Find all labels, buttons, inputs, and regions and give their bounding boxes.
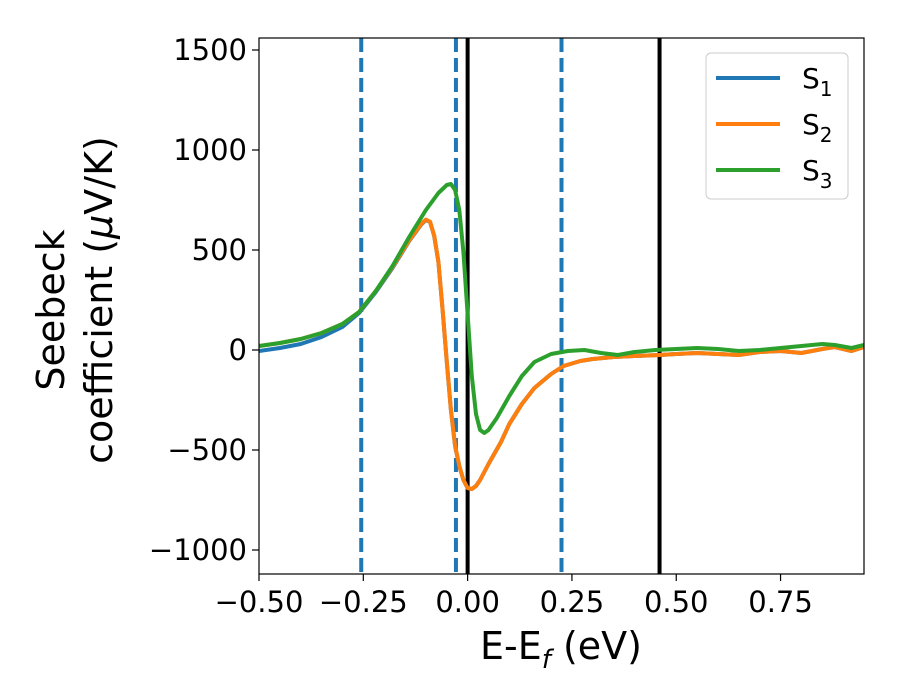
x-tick-label: 0.25 bbox=[540, 585, 605, 619]
plot-frame bbox=[258, 37, 865, 575]
y-tick-label: −1000 bbox=[149, 533, 247, 567]
y-axis-label-line1: Seebeck bbox=[29, 229, 73, 390]
x-tick-label: 0.75 bbox=[748, 585, 813, 619]
x-tick-label: −0.25 bbox=[319, 585, 408, 619]
legend: S1 S2 S3 bbox=[705, 52, 849, 200]
series-line-s3 bbox=[259, 182, 864, 435]
y-axis-label-line2: coefficient (μV/K) bbox=[77, 136, 121, 464]
y-tick-label: −500 bbox=[167, 433, 247, 467]
legend-label-s1: S1 bbox=[802, 62, 833, 101]
x-axis-label: E-Ef (eV) bbox=[480, 624, 642, 675]
y-axis-ticks: −1000 −500 0 500 1000 1500 bbox=[149, 33, 259, 567]
x-tick-label: 0.00 bbox=[435, 585, 500, 619]
y-axis-label: Seebeck coefficient (μV/K) bbox=[29, 136, 121, 464]
legend-label-s3: S3 bbox=[802, 154, 833, 193]
legend-label-s2: S2 bbox=[802, 108, 833, 147]
y-tick-label: 1000 bbox=[173, 133, 247, 167]
y-tick-label: 1500 bbox=[173, 33, 247, 67]
y-tick-label: 500 bbox=[192, 233, 247, 267]
x-tick-label: −0.50 bbox=[215, 585, 304, 619]
series-lines bbox=[259, 182, 864, 491]
y-tick-label: 0 bbox=[229, 333, 247, 367]
x-tick-label: 0.50 bbox=[644, 585, 709, 619]
x-axis-ticks: −0.50 −0.25 0.00 0.25 0.50 0.75 bbox=[215, 574, 813, 619]
